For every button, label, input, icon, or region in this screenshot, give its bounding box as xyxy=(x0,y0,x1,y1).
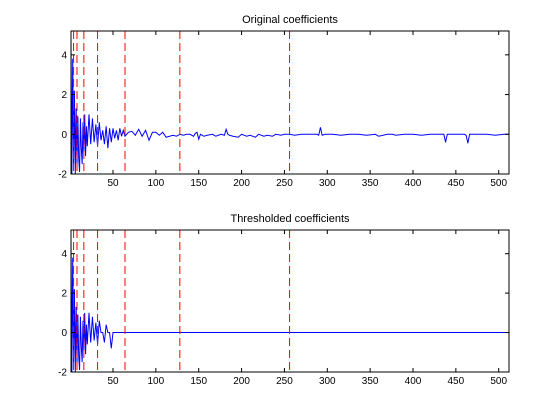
top-xtick-label-4: 250 xyxy=(276,178,293,189)
bottom-xtick-label-8: 450 xyxy=(448,376,465,387)
top-xtick-label-5: 300 xyxy=(319,178,336,189)
bottom-xtick-label-9: 500 xyxy=(490,376,507,387)
top-xtick-label-3: 200 xyxy=(233,178,250,189)
bottom-xtick-label-2: 150 xyxy=(190,376,207,387)
bottom-ytick-label-0: -2 xyxy=(58,368,67,379)
bottom-xtick-label-0: 50 xyxy=(107,376,119,387)
top-panel: Original coefficients 50 100 150 200 250 300 35… xyxy=(58,14,510,189)
bottom-ytick-label-3: 4 xyxy=(61,249,67,260)
top-ytick-label-1: 0 xyxy=(61,130,67,141)
top-ytick-label-3: 4 xyxy=(61,50,67,61)
top-xtick-label-8: 450 xyxy=(448,178,465,189)
top-chart-title: Original coefficients xyxy=(242,14,338,26)
bottom-ytick-label-1: 0 xyxy=(61,328,67,339)
bottom-panel: Thresholded coefficients 50 100 150 200 250 30… xyxy=(58,213,510,387)
bottom-xtick-label-1: 100 xyxy=(148,376,165,387)
top-coefficient-series-line xyxy=(71,38,509,174)
top-ytick-label-2: 2 xyxy=(61,90,67,101)
top-xtick-label-7: 400 xyxy=(405,178,422,189)
bottom-ytick-label-2: 2 xyxy=(61,289,67,300)
top-axes-border xyxy=(70,30,510,175)
bottom-xtick-label-3: 200 xyxy=(233,376,250,387)
bottom-xtick-label-5: 300 xyxy=(319,376,336,387)
top-xtick-label-1: 100 xyxy=(148,178,165,189)
top-ytick-label-0: -2 xyxy=(58,170,67,181)
top-xtick-label-2: 150 xyxy=(190,178,207,189)
bottom-xtick-label-4: 250 xyxy=(276,376,293,387)
bottom-axes-border xyxy=(70,229,510,373)
bottom-xtick-label-6: 350 xyxy=(362,376,379,387)
bottom-xtick-label-7: 400 xyxy=(405,376,422,387)
top-xtick-label-0: 50 xyxy=(107,178,119,189)
bottom-chart-title: Thresholded coefficients xyxy=(230,213,350,225)
top-xtick-label-6: 350 xyxy=(362,178,379,189)
top-axes-box xyxy=(70,30,510,175)
top-xtick-label-9: 500 xyxy=(490,178,507,189)
